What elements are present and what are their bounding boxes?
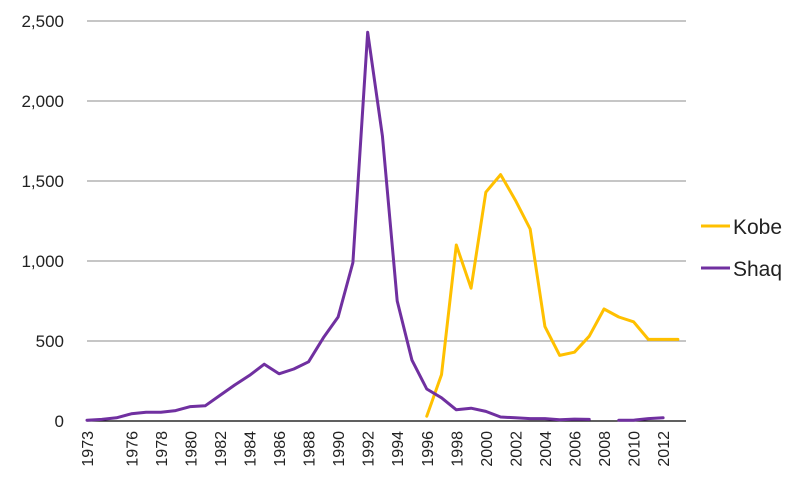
y-tick-label: 1,500 [21,172,64,191]
series-line-kobe [425,173,680,418]
x-tick-label: 1998 [449,431,466,467]
x-tick-label: 2004 [538,431,555,467]
x-tick-label: 1990 [331,431,348,467]
x-tick-label: 1976 [124,431,141,467]
y-tick-label: 0 [55,412,64,431]
x-tick-label: 1984 [242,431,259,467]
x-tick-label: 1982 [213,431,230,467]
y-tick-label: 500 [36,332,64,351]
x-tick-label: 2006 [567,431,584,467]
x-tick-label: 1980 [183,431,200,467]
y-axis-ticks: 0 500 1,000 1,500 2,000 2,500 [21,12,64,431]
legend: Kobe Shaq [701,216,782,281]
series-lines [85,30,680,422]
y-tick-label: 2,000 [21,92,64,111]
legend-label-kobe: Kobe [733,216,782,239]
x-tick-label: 1988 [302,431,319,467]
x-tick-label: 2000 [479,431,496,467]
series-line-shaq [85,30,665,422]
x-tick-label: 1978 [154,431,171,467]
x-tick-label: 1992 [361,431,378,467]
x-tick-label: 2008 [597,431,614,467]
x-tick-label: 1994 [390,431,407,467]
x-tick-label: 1986 [272,431,289,467]
legend-label-shaq: Shaq [733,258,782,281]
y-tick-label: 1,000 [21,252,64,271]
x-tick-label: 2012 [656,431,673,467]
x-tick-label: 2010 [627,431,644,467]
y-tick-label: 2,500 [21,12,64,31]
x-tick-label: 1996 [420,431,437,467]
x-tick-label: 2002 [508,431,525,467]
x-tick-label: 1973 [80,431,97,467]
x-axis-ticks: 1973 1976 1978 1980 1982 1984 1986 1988 1990 1992… [80,431,673,467]
